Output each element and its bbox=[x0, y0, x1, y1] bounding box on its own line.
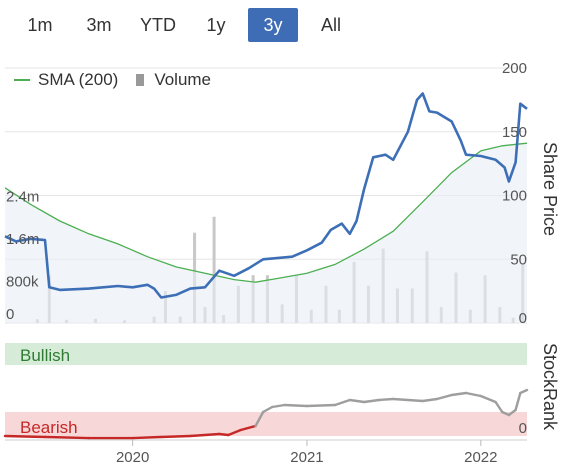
volume-tick-label-2: 1.6m bbox=[6, 231, 39, 248]
range-button-1m[interactable]: 1m bbox=[27, 15, 53, 35]
stockrank-segment-6 bbox=[189, 432, 221, 438]
range-button-1y[interactable]: 1y bbox=[206, 15, 226, 35]
price-tick-label-2: 100 bbox=[502, 188, 527, 205]
legend: SMA (200) Volume bbox=[14, 68, 211, 92]
volume-tick-label-1: 800k bbox=[6, 274, 39, 291]
price-tick-label-4: 200 bbox=[502, 60, 527, 77]
stockrank-segment-11 bbox=[261, 405, 274, 414]
sma-legend-label: SMA (200) bbox=[38, 70, 119, 89]
stockrank-segment-26 bbox=[501, 410, 511, 417]
volume-tick-label-0: 0 bbox=[6, 306, 14, 323]
stockrank-segment-17 bbox=[362, 398, 381, 404]
stockrank-segment-22 bbox=[450, 391, 468, 397]
stockrank-segment-12 bbox=[270, 403, 286, 409]
bearish-label: Bearish bbox=[20, 418, 78, 437]
stockrank-segment-8 bbox=[227, 428, 242, 437]
bullish-band bbox=[5, 343, 527, 365]
share-price-axis-title: Share Price bbox=[540, 142, 560, 237]
stockrank-segment-25 bbox=[494, 400, 504, 414]
stockrank-axis-title: StockRank bbox=[540, 343, 560, 431]
stockrank-segment-10 bbox=[254, 410, 265, 428]
price-tick-label-0: 0 bbox=[519, 310, 527, 327]
share-price-line bbox=[4, 92, 528, 299]
price-tick-label-1: 50 bbox=[510, 251, 527, 268]
stockrank-segment-19 bbox=[391, 397, 424, 403]
stockrank-segment-15 bbox=[333, 398, 352, 407]
sma-area bbox=[5, 143, 527, 323]
bullish-label: Bullish bbox=[20, 346, 71, 365]
range-button-3m[interactable]: 3m bbox=[86, 15, 112, 35]
range-button-ytd[interactable]: YTD bbox=[140, 15, 176, 35]
stockrank-segment-13 bbox=[283, 403, 309, 408]
volume-tick-label-3: 2.4m bbox=[6, 189, 39, 206]
x-tick-label-2: 2022 bbox=[464, 449, 497, 466]
stockrank-segment-9 bbox=[239, 424, 257, 432]
series-lines bbox=[4, 92, 528, 299]
x-tick-label-1: 2021 bbox=[290, 449, 323, 466]
volume-legend-swatch bbox=[136, 74, 145, 86]
sma-area-fill bbox=[5, 143, 527, 323]
stockrank-segment-2 bbox=[43, 435, 91, 440]
stockrank-segment-1 bbox=[3, 434, 47, 439]
range-selector: 1m 3m YTD 1y 3y All bbox=[0, 8, 380, 42]
volume-legend-label: Volume bbox=[154, 70, 212, 89]
stockrank-panel bbox=[3, 343, 529, 440]
stockrank-segment-20 bbox=[421, 397, 439, 403]
stockrank-segment-7 bbox=[218, 432, 230, 437]
sma-legend-swatch bbox=[14, 79, 30, 81]
bearish-band bbox=[5, 412, 527, 436]
stockrank-segment-27 bbox=[507, 408, 517, 417]
stockrank-segment-28 bbox=[514, 391, 522, 412]
price-tick-label-3: 150 bbox=[502, 124, 527, 141]
stockrank-segment-29 bbox=[519, 388, 529, 395]
stockrank-tick-label-0: 0 bbox=[519, 420, 527, 437]
stockrank-segment-18 bbox=[377, 397, 395, 402]
stockrank-segment-4 bbox=[131, 435, 163, 440]
volume-bar-10 bbox=[212, 216, 216, 323]
stockrank-segment-16 bbox=[348, 398, 366, 404]
range-button-3y[interactable]: 3y bbox=[248, 8, 298, 42]
x-tick-label-0: 2020 bbox=[116, 449, 149, 466]
stockrank-segment-14 bbox=[305, 403, 337, 408]
stockrank-segment-21 bbox=[435, 393, 453, 401]
range-button-all[interactable]: All bbox=[320, 15, 341, 35]
stockrank-segment-24 bbox=[479, 394, 497, 404]
axis-labels: 0 50 100 150 200 0 800k 1.6m 2.4m 0 2020 2021 2022 bbox=[6, 60, 527, 466]
stockrank-segment-23 bbox=[464, 391, 483, 398]
stockrank-segment-5 bbox=[160, 434, 192, 439]
sma-line bbox=[4, 142, 528, 283]
